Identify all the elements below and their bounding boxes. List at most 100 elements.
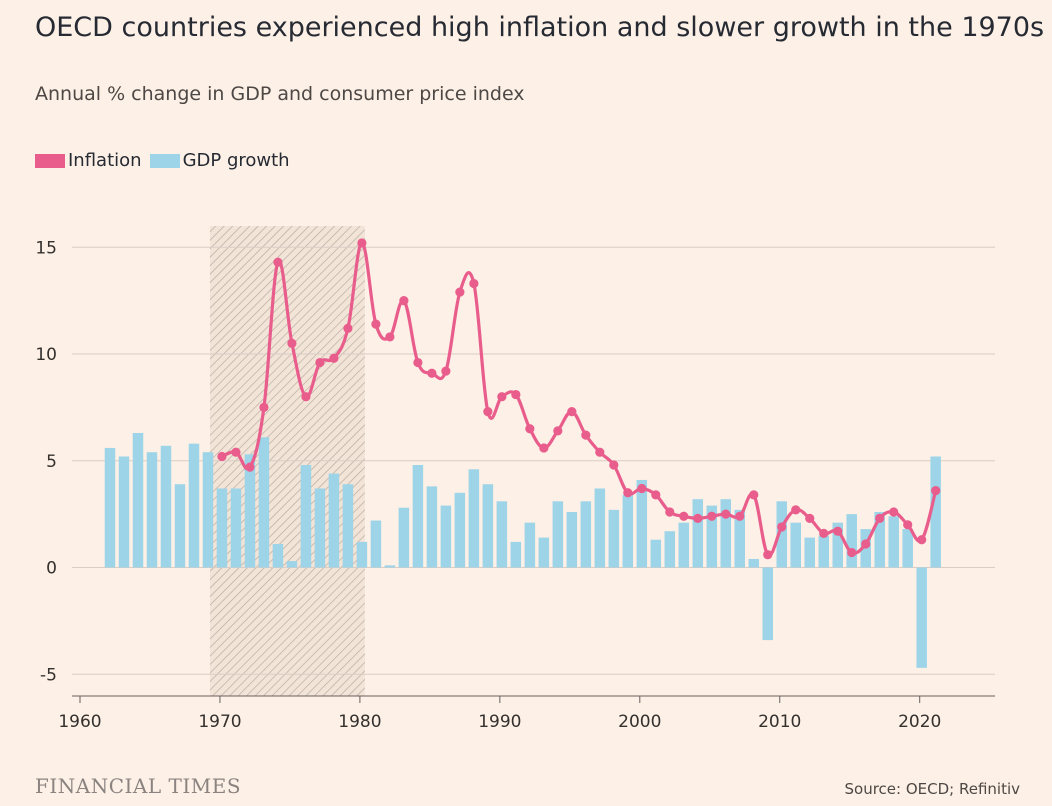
x-tick-label: 1970 <box>198 712 241 732</box>
inflation-point <box>469 278 479 289</box>
gdp-bar <box>356 541 368 568</box>
inflation-point <box>847 547 857 558</box>
inflation-point <box>665 507 675 517</box>
gdp-bar <box>146 452 158 568</box>
inflation-point <box>273 257 283 267</box>
inflation-point <box>427 368 437 378</box>
inflation-point <box>301 392 311 402</box>
gdp-bar <box>692 499 704 568</box>
gdp-bar <box>370 520 382 568</box>
gdp-bar <box>846 514 857 568</box>
inflation-point <box>287 338 297 348</box>
gdp-bar <box>160 445 172 568</box>
gdp-bar <box>902 529 913 568</box>
inflation-point <box>679 511 689 521</box>
y-tick-label: 0 <box>46 559 57 579</box>
inflation-point <box>357 238 367 248</box>
gdp-bar <box>916 567 927 668</box>
inflation-point <box>623 488 633 498</box>
gdp-bar <box>328 473 340 568</box>
gdp-bar <box>538 537 550 568</box>
inflation-point <box>245 462 255 472</box>
inflation-point <box>819 528 829 538</box>
gdp-bar <box>244 454 256 568</box>
gdp-bar <box>286 561 298 568</box>
inflation-point <box>595 447 605 457</box>
inflation-point <box>343 323 353 333</box>
gdp-bar <box>790 522 801 568</box>
y-tick-label: 5 <box>46 452 57 472</box>
inflation-point <box>413 357 423 368</box>
gdp-bar <box>580 501 592 568</box>
inflation-point <box>511 389 521 400</box>
y-tick-label: 15 <box>35 238 57 258</box>
gdp-bar <box>174 484 186 568</box>
legend-swatch-inflation <box>35 153 65 168</box>
gdp-bar <box>412 465 424 568</box>
gdp-bar <box>762 567 774 641</box>
gdp-bar <box>384 565 396 568</box>
gdp-bar <box>398 507 410 568</box>
inflation-point <box>777 522 787 532</box>
inflation-point <box>637 483 647 494</box>
gdp-bar <box>678 522 690 568</box>
gdp-bar <box>314 488 326 568</box>
gdp-bar <box>874 511 885 568</box>
gdp-bar <box>748 558 760 568</box>
inflation-point <box>609 460 619 470</box>
gdp-bar <box>468 469 480 568</box>
inflation-point <box>875 513 885 523</box>
inflation-point <box>329 353 339 363</box>
gdp-bar <box>258 437 270 568</box>
inflation-point <box>399 296 409 306</box>
inflation-point <box>217 451 227 462</box>
x-tick-label: 2010 <box>758 712 801 732</box>
gdp-bar <box>104 447 116 568</box>
gdp-bar <box>426 486 438 568</box>
x-tick-label: 2000 <box>618 712 661 732</box>
gdp-bar <box>132 432 144 568</box>
y-tick-label: 10 <box>35 345 57 365</box>
gdp-bar <box>636 479 648 568</box>
gdp-bar <box>832 522 843 568</box>
legend-swatch-gdp <box>149 153 180 168</box>
inflation-point <box>735 511 745 521</box>
gdp-bar <box>482 484 494 568</box>
legend-label-gdp: GDP growth <box>182 150 290 171</box>
gdp-bar <box>524 522 536 568</box>
x-tick-label: 1990 <box>478 712 521 732</box>
gdp-bar <box>594 488 606 568</box>
inflation-point <box>791 505 801 515</box>
inflation-point <box>833 526 843 536</box>
gdp-bar <box>552 501 564 568</box>
gdp-bar <box>664 531 676 568</box>
gdp-bar <box>300 465 312 568</box>
gdp-bar <box>706 505 718 568</box>
inflation-point <box>763 550 773 560</box>
gdp-bar <box>622 494 634 568</box>
x-tick-label: 1960 <box>58 712 101 732</box>
inflation-point <box>651 490 661 500</box>
inflation-point <box>483 407 493 417</box>
gdp-bar <box>440 505 452 568</box>
gdp-bar <box>342 484 354 568</box>
inflation-point <box>903 520 913 530</box>
gdp-bar <box>776 501 787 568</box>
gdp-bar <box>216 488 228 568</box>
gdp-bar <box>272 544 284 568</box>
gdp-bar <box>202 452 214 568</box>
inflation-point <box>315 357 325 368</box>
inflation-point <box>567 407 577 417</box>
gdp-bar <box>888 516 899 568</box>
x-tick-label: 1980 <box>338 712 381 732</box>
inflation-point <box>441 366 451 376</box>
brand-logo: FINANCIAL TIMES <box>35 774 242 798</box>
gdp-bar <box>230 488 242 568</box>
legend-label-inflation: Inflation <box>68 150 142 171</box>
gdp-bar <box>804 537 815 568</box>
inflation-point <box>371 319 381 329</box>
inflation-point <box>539 443 549 453</box>
inflation-point <box>385 332 395 342</box>
legend-item-gdp: GDP growth <box>149 150 290 171</box>
